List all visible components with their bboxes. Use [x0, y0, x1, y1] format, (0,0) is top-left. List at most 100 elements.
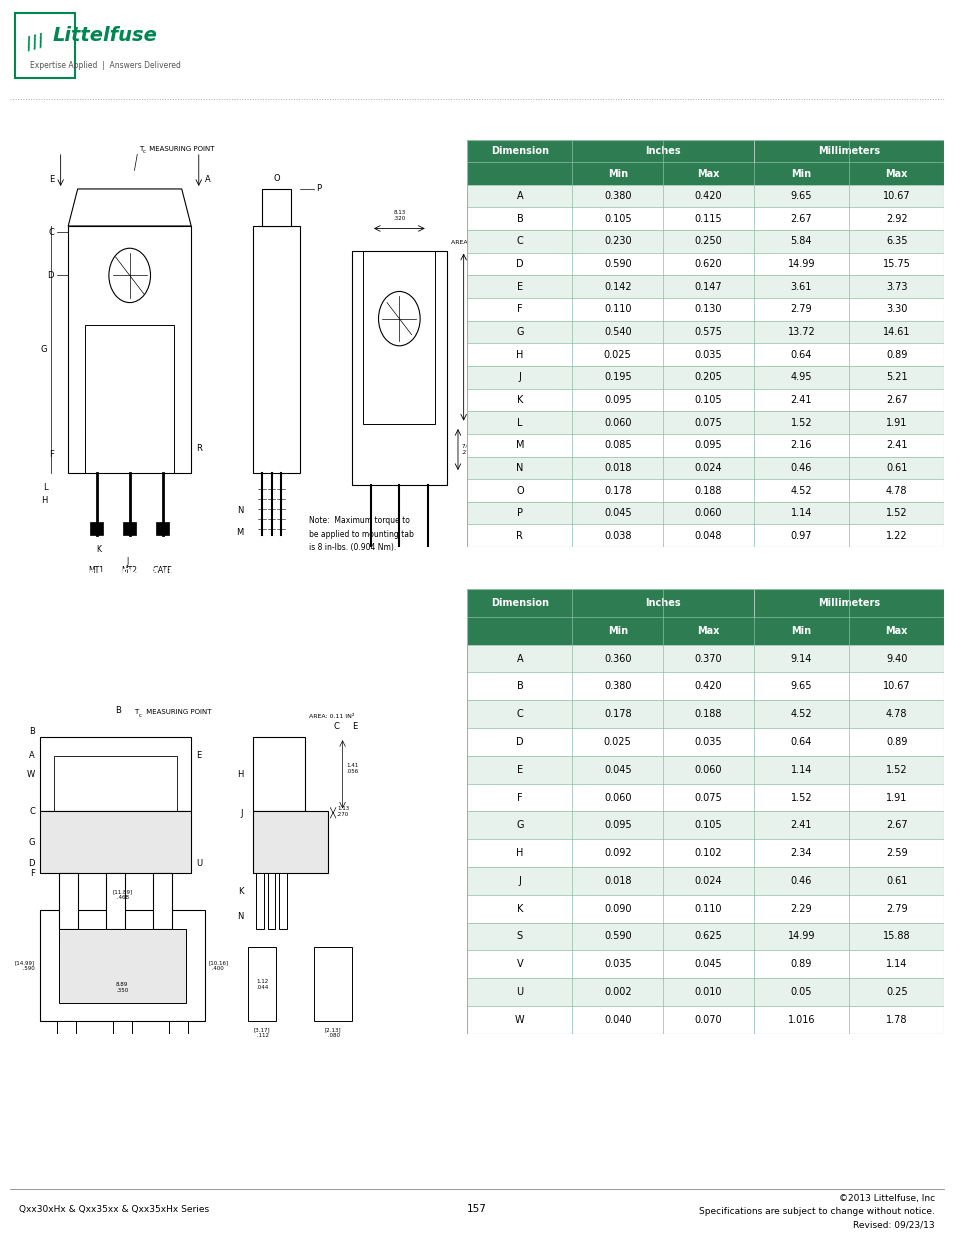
Text: 0.045: 0.045 — [603, 764, 631, 774]
Text: A: A — [30, 751, 35, 761]
Bar — [467, 230, 943, 253]
Text: C: C — [516, 236, 523, 247]
Text: 4.52: 4.52 — [790, 709, 811, 719]
Text: 0.038: 0.038 — [603, 531, 631, 541]
Text: 0.420: 0.420 — [694, 191, 721, 201]
Text: 9.65: 9.65 — [790, 191, 811, 201]
Text: 0.97: 0.97 — [790, 531, 811, 541]
Bar — [467, 298, 943, 321]
Text: 3.73: 3.73 — [885, 282, 906, 291]
Text: AREA: 0.11 IN²: AREA: 0.11 IN² — [309, 714, 355, 719]
Text: 0.105: 0.105 — [694, 395, 721, 405]
Text: Qxx30xHx & Qxx35xx & Qxx35xHx Series: Qxx30xHx & Qxx35xx & Qxx35xHx Series — [19, 1204, 209, 1214]
Text: 2.29: 2.29 — [790, 904, 811, 914]
Text: 0.620: 0.620 — [694, 259, 721, 269]
Bar — [153, 929, 172, 941]
Bar — [112, 1021, 132, 1044]
Bar — [40, 811, 191, 873]
Text: 1.14: 1.14 — [885, 960, 906, 969]
Text: is 8 in-lbs. (0.904 Nm).: is 8 in-lbs. (0.904 Nm). — [309, 543, 396, 552]
Bar — [170, 1021, 188, 1044]
Bar — [69, 226, 191, 473]
Text: 0.130: 0.130 — [694, 304, 721, 315]
Bar — [467, 811, 943, 840]
Text: MEASURING POINT: MEASURING POINT — [144, 709, 212, 715]
Text: 0.89: 0.89 — [885, 737, 906, 747]
Text: 2.41: 2.41 — [885, 440, 906, 451]
Text: Littelfuse: Littelfuse — [52, 26, 157, 44]
Text: 1.22: 1.22 — [885, 531, 906, 541]
Text: 14.99: 14.99 — [787, 931, 814, 941]
Text: 0.002: 0.002 — [603, 987, 631, 997]
Text: 0.575: 0.575 — [694, 327, 721, 337]
Text: O: O — [273, 174, 279, 183]
Bar — [253, 226, 299, 473]
Text: C: C — [516, 709, 523, 719]
Text: 0.070: 0.070 — [694, 1015, 721, 1025]
Text: U: U — [195, 858, 202, 868]
Bar — [467, 207, 943, 230]
Text: 0.040: 0.040 — [603, 1015, 631, 1025]
Text: 0.590: 0.590 — [603, 931, 631, 941]
Bar — [153, 873, 172, 929]
Text: 0.018: 0.018 — [603, 876, 631, 885]
Text: Teccor® brand Thyristors: Teccor® brand Thyristors — [250, 16, 608, 40]
Bar — [467, 275, 943, 298]
Text: 5.21: 5.21 — [885, 372, 906, 383]
Text: Min: Min — [607, 626, 627, 636]
Text: MEASURING POINT: MEASURING POINT — [147, 146, 214, 152]
Text: O: O — [516, 485, 523, 495]
Text: 0.110: 0.110 — [694, 904, 721, 914]
Text: 1.52: 1.52 — [790, 793, 811, 803]
Text: 0.095: 0.095 — [694, 440, 721, 451]
Text: L: L — [517, 417, 522, 427]
Text: 2.67: 2.67 — [885, 820, 906, 830]
Text: 0.105: 0.105 — [603, 214, 631, 224]
Text: 0.420: 0.420 — [694, 682, 721, 692]
Text: H: H — [236, 769, 243, 779]
Text: J: J — [517, 372, 521, 383]
Bar — [467, 321, 943, 343]
Bar — [467, 479, 943, 501]
Text: 0.360: 0.360 — [603, 653, 631, 663]
Bar — [15, 14, 75, 78]
Text: 0.205: 0.205 — [694, 372, 721, 383]
Text: 1.52: 1.52 — [885, 508, 906, 519]
Text: D: D — [29, 858, 35, 868]
Text: 13.72: 13.72 — [786, 327, 815, 337]
Text: 0.035: 0.035 — [694, 737, 721, 747]
Bar — [467, 895, 943, 923]
Text: V: V — [517, 960, 522, 969]
Text: Revised: 09/23/13: Revised: 09/23/13 — [852, 1220, 934, 1229]
Bar — [467, 673, 943, 700]
Text: 10.67: 10.67 — [882, 191, 909, 201]
Text: 1.13
.270: 1.13 .270 — [336, 806, 349, 816]
Bar — [123, 522, 136, 535]
Text: 1.41
.056: 1.41 .056 — [346, 763, 358, 773]
Text: 0.110: 0.110 — [603, 304, 631, 315]
Bar — [90, 522, 103, 535]
Text: A: A — [517, 653, 522, 663]
Text: 1.78: 1.78 — [885, 1015, 906, 1025]
Text: ///: /// — [24, 31, 46, 53]
Text: 7.01
.276: 7.01 .276 — [461, 445, 474, 454]
Text: 0.188: 0.188 — [694, 709, 721, 719]
Text: P: P — [517, 508, 522, 519]
Text: Inches: Inches — [644, 146, 680, 156]
Text: 0.035: 0.035 — [694, 350, 721, 359]
Text: E: E — [517, 764, 522, 774]
Bar — [256, 873, 264, 929]
Bar — [467, 253, 943, 275]
Text: 2.59: 2.59 — [885, 848, 906, 858]
Text: 0.045: 0.045 — [603, 508, 631, 519]
Text: Millimeters: Millimeters — [817, 146, 880, 156]
Text: P: P — [315, 184, 321, 194]
Text: C: C — [48, 227, 54, 237]
Text: 0.060: 0.060 — [694, 508, 721, 519]
Text: 0.048: 0.048 — [694, 531, 721, 541]
Text: M: M — [516, 440, 523, 451]
Text: 0.095: 0.095 — [603, 820, 631, 830]
Text: E: E — [517, 282, 522, 291]
Text: 3.61: 3.61 — [790, 282, 811, 291]
Bar — [467, 951, 943, 978]
